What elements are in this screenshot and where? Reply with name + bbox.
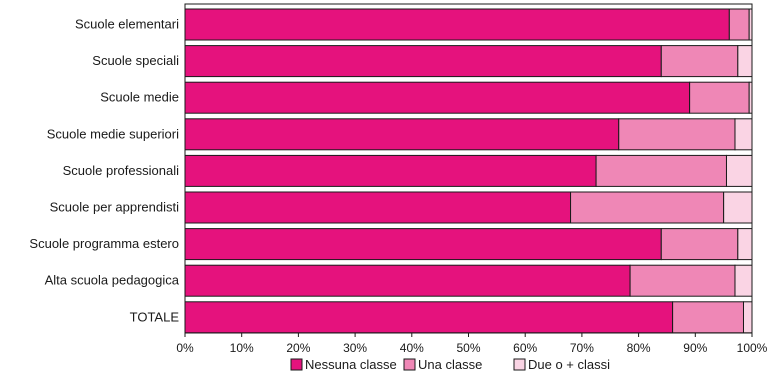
bar-segment-1-row-1 [184,8,730,41]
category-label: Scuole medie [100,90,179,105]
bar-segment-1-row-7 [184,228,662,261]
bars-layer [184,8,753,334]
legend-label: Due o + classi [528,357,610,372]
legend-label: Una classe [418,357,482,372]
x-tick-label: 100% [737,341,768,355]
category-label: Scuole professionali [63,163,179,178]
category-label: Scuole elementari [75,17,179,32]
bar-segment-2-row-2 [660,45,739,78]
bar-segment-1-row-3 [184,81,691,114]
bar-segment-1-row-6 [184,191,572,224]
legend: Nessuna classe Una classe Due o + classi [290,357,610,372]
x-tick-label: 70% [570,341,594,355]
bar-segment-2-row-1 [728,8,750,41]
x-tick-labels: 0% 10% 20% 30% 40% 50% 60% 70% 80% 90% 100% [176,341,767,355]
bar-segment-1-row-2 [184,45,662,78]
bar-segment-2-row-3 [689,81,750,114]
bar-segment-3-row-9 [742,301,753,334]
category-label: TOTALE [130,309,180,324]
x-tick-label: 20% [286,341,310,355]
bar-segment-3-row-7 [737,228,753,261]
bar-segment-3-row-4 [734,118,753,151]
bar-segment-1-row-8 [184,264,631,297]
bar-segment-1-row-5 [184,154,597,187]
bar-segment-2-row-4 [618,118,736,151]
bar-segment-3-row-5 [725,154,753,187]
category-label: Scuole per apprendisti [50,200,179,215]
x-tick-label: 80% [627,341,651,355]
bar-segment-1-row-9 [184,301,674,334]
category-label: Alta scuola pedagogica [45,273,180,288]
bar-segment-1-row-4 [184,118,620,151]
category-label: Scuole programma estero [29,236,179,251]
bar-segment-2-row-9 [672,301,744,334]
bar-segment-3-row-3 [748,81,753,114]
category-label: Scuole medie superiori [47,126,179,141]
x-tick-label: 90% [683,341,707,355]
legend-swatch [513,358,526,371]
bar-segment-2-row-5 [595,154,727,187]
x-tick-label: 60% [513,341,537,355]
category-labels: Scuole elementari Scuole speciali Scuole m… [29,17,179,325]
x-tick-label: 10% [230,341,254,355]
bar-segment-2-row-7 [660,228,739,261]
bar-segment-3-row-6 [723,191,753,224]
x-tick-label: 50% [456,341,480,355]
category-label: Scuole speciali [92,53,179,68]
legend-label: Nessuna classe [305,357,397,372]
bar-segment-3-row-2 [737,45,753,78]
bar-segment-2-row-6 [570,191,725,224]
bar-segment-2-row-8 [629,264,736,297]
x-tick-label: 30% [343,341,367,355]
x-tick-label: 40% [400,341,424,355]
legend-swatch [290,358,303,371]
x-tick-label: 0% [176,341,194,355]
bar-segment-3-row-1 [748,8,753,41]
legend-swatch [403,358,416,371]
bar-segment-3-row-8 [734,264,753,297]
